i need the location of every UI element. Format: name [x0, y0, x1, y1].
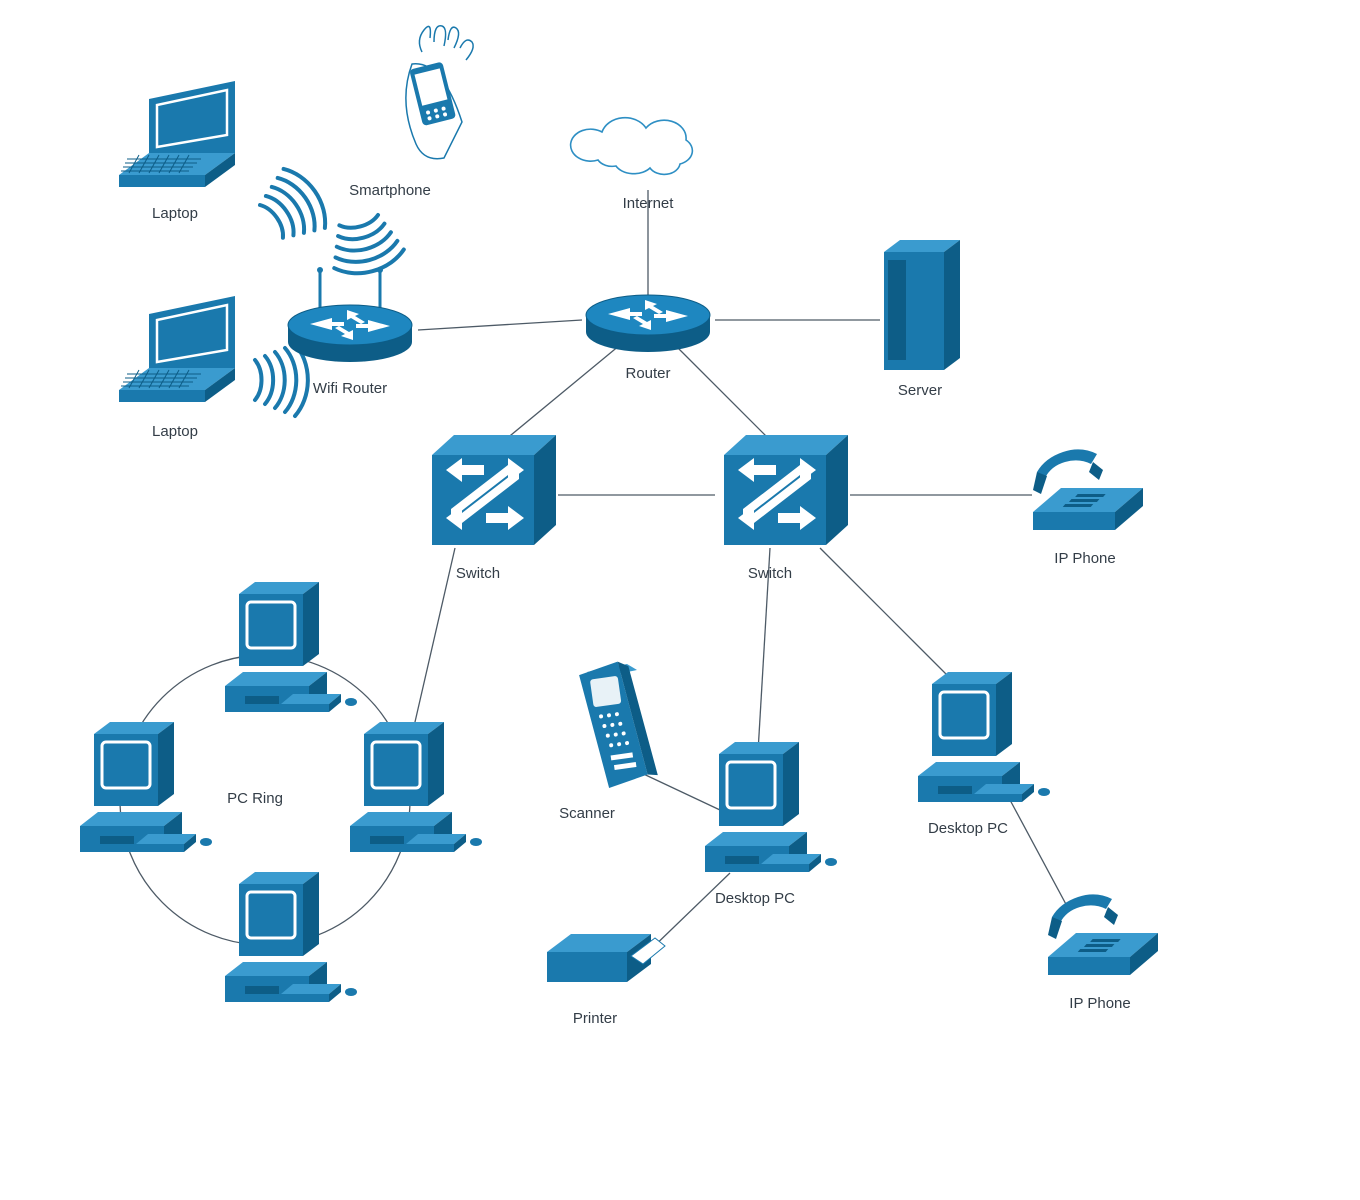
label-wifirouter: Wifi Router [313, 380, 387, 397]
label-smartphone: Smartphone [349, 182, 431, 199]
label-router: Router [625, 365, 670, 382]
edge-router-switch1 [505, 345, 620, 440]
edge-router-switch2 [675, 345, 770, 440]
label-laptop2: Laptop [152, 423, 198, 440]
node-ipphone2 [1048, 894, 1158, 975]
node-ringpc1 [225, 582, 357, 712]
edge-switch2-desktop2 [820, 548, 960, 688]
node-scanner [578, 658, 658, 790]
node-switch1 [432, 435, 556, 545]
label-scanner: Scanner [559, 805, 615, 822]
node-ringpc3 [225, 872, 357, 1002]
node-router [586, 295, 710, 352]
node-switch2 [724, 435, 848, 545]
label-printer: Printer [573, 1010, 617, 1027]
label-ringlabel: PC Ring [227, 790, 283, 807]
wifi-waves-1 [255, 344, 308, 416]
label-switch1: Switch [456, 565, 500, 582]
edge-wifirouter-router [418, 320, 582, 330]
node-ringpc2 [80, 722, 212, 852]
label-laptop1: Laptop [152, 205, 198, 222]
node-laptop1 [119, 81, 235, 187]
label-desktop2: Desktop PC [928, 820, 1008, 837]
edge-switch1-ringpc4 [412, 548, 455, 735]
node-ringpc4 [350, 722, 482, 852]
wifi-waves-0 [251, 162, 336, 251]
node-ipphone1 [1033, 449, 1143, 530]
edge-desktop2-ipphone2 [1010, 800, 1068, 908]
label-server: Server [898, 382, 942, 399]
edge-scanner-desktop1 [635, 770, 720, 810]
node-internet [571, 118, 693, 175]
label-switch2: Switch [748, 565, 792, 582]
node-smartphone [406, 26, 473, 159]
node-laptop2 [119, 296, 235, 402]
node-desktop1 [705, 742, 837, 872]
label-ipphone1: IP Phone [1054, 550, 1115, 567]
node-printer [547, 934, 665, 982]
wifi-waves-2 [324, 211, 407, 281]
label-ipphone2: IP Phone [1069, 995, 1130, 1012]
node-server [884, 240, 960, 370]
label-desktop1: Desktop PC [715, 890, 795, 907]
node-desktop2 [918, 672, 1050, 802]
label-internet: Internet [623, 195, 674, 212]
node-wifirouter [288, 267, 412, 362]
